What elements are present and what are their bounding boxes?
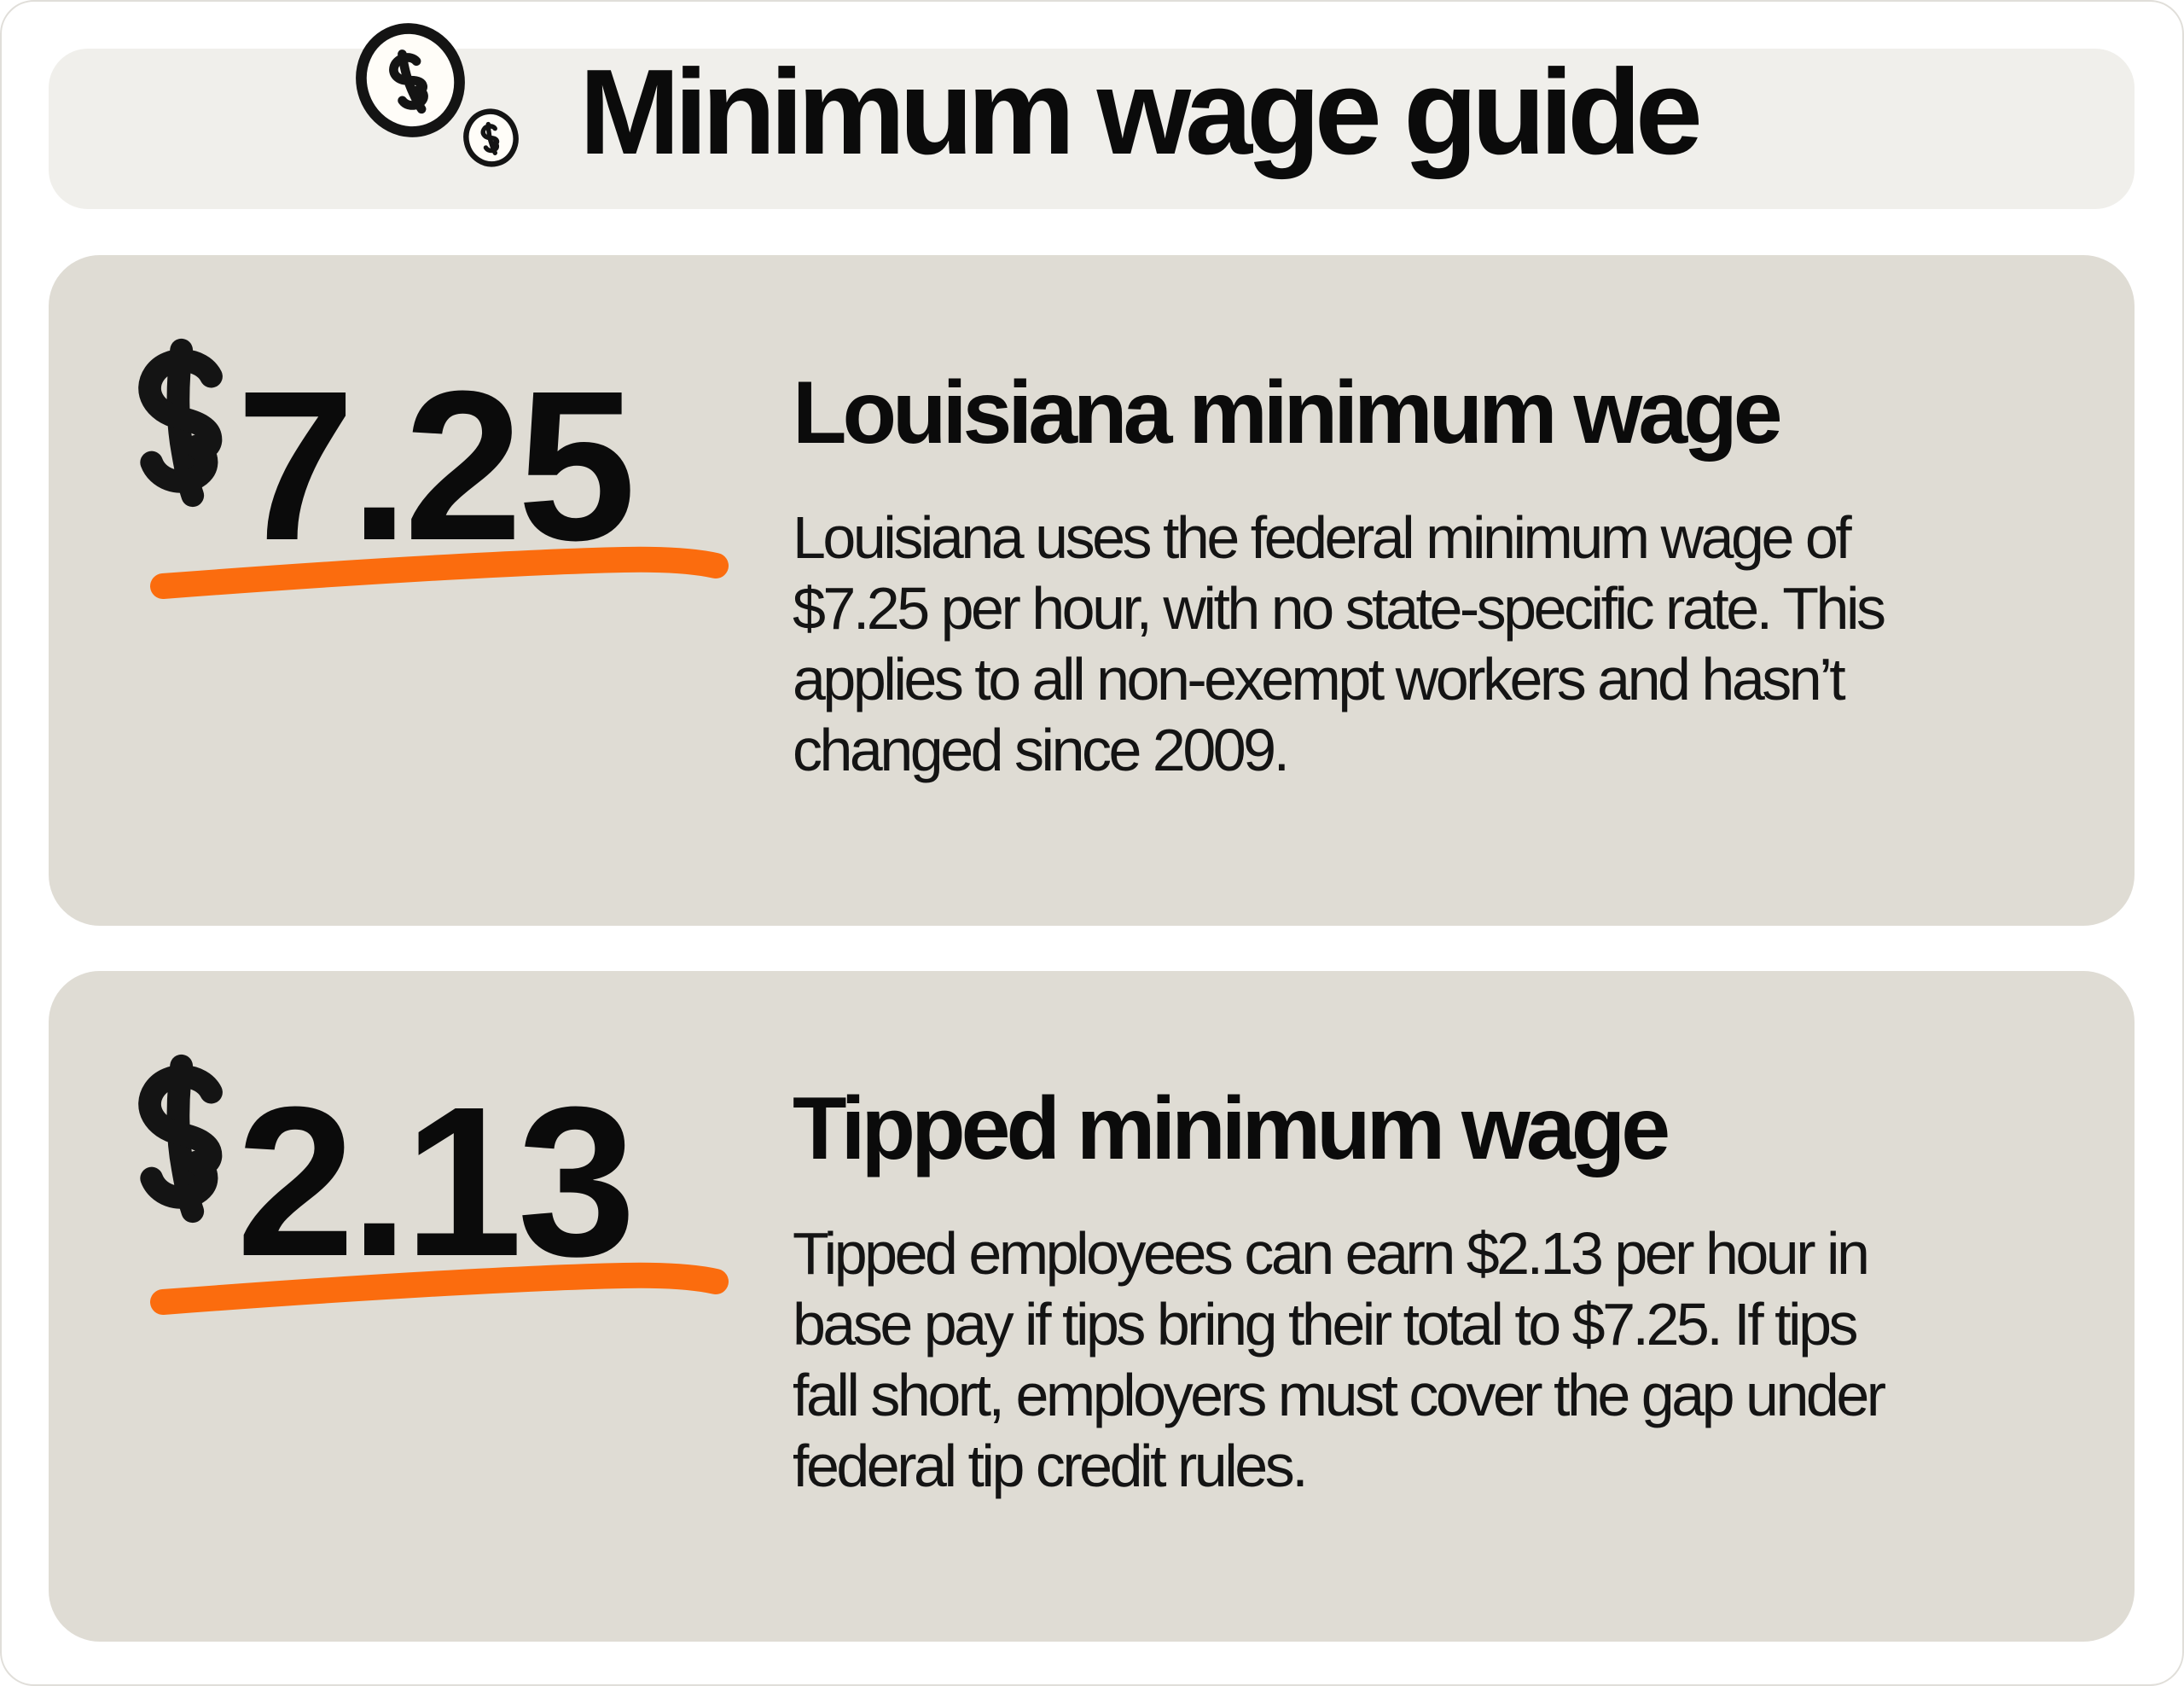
card-louisiana-minimum-wage: 7.25 Louisiana minimum wage Louisiana us… [49, 255, 2135, 926]
page-title: Minimum wage guide [579, 44, 1703, 180]
amount-value: 7.25 [236, 346, 636, 584]
card-text-block: Louisiana minimum wage Louisiana uses th… [793, 369, 2123, 786]
dollar-sign-icon [141, 346, 223, 500]
body-line: federal tip credit rules. [793, 1433, 1309, 1499]
body-line: fall short, employers must cover the gap… [793, 1362, 1886, 1428]
body-line: Tipped employees can earn $2.13 per hour… [793, 1220, 1870, 1287]
amount-value: 2.13 [236, 1062, 636, 1300]
body-line: changed since 2009. [793, 717, 1290, 783]
body-line: base pay if tips bring their total to $7… [793, 1291, 1859, 1358]
orange-underline [149, 1266, 729, 1311]
dollar-sign-icon [141, 1062, 223, 1216]
body-line: Louisiana uses the federal minimum wage … [793, 504, 1852, 571]
card-tipped-minimum-wage: 2.13 Tipped minimum wage Tipped employee… [49, 971, 2135, 1642]
card-heading: Louisiana minimum wage [793, 363, 1783, 462]
card-text-block: Tipped minimum wage Tipped employees can… [793, 1084, 2123, 1502]
body-line: $7.25 per hour, with no state-specific r… [793, 575, 1886, 642]
body-line: applies to all non-exempt workers and ha… [793, 646, 1846, 712]
card-body: Tipped employees can earn $2.13 per hour… [793, 1218, 2123, 1502]
orange-underline [149, 550, 729, 595]
card-body: Louisiana uses the federal minimum wage … [793, 503, 2123, 786]
card-heading: Tipped minimum wage [793, 1079, 1670, 1178]
